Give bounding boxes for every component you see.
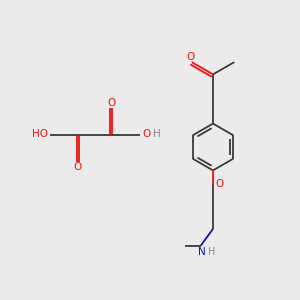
Text: H: H bbox=[208, 247, 216, 257]
Text: H: H bbox=[153, 129, 161, 139]
Text: HO: HO bbox=[32, 129, 48, 139]
Text: O: O bbox=[186, 52, 194, 62]
Text: O: O bbox=[142, 129, 150, 139]
Text: O: O bbox=[215, 179, 224, 189]
Text: O: O bbox=[107, 98, 115, 108]
Text: N: N bbox=[198, 247, 206, 257]
Text: O: O bbox=[74, 162, 82, 172]
